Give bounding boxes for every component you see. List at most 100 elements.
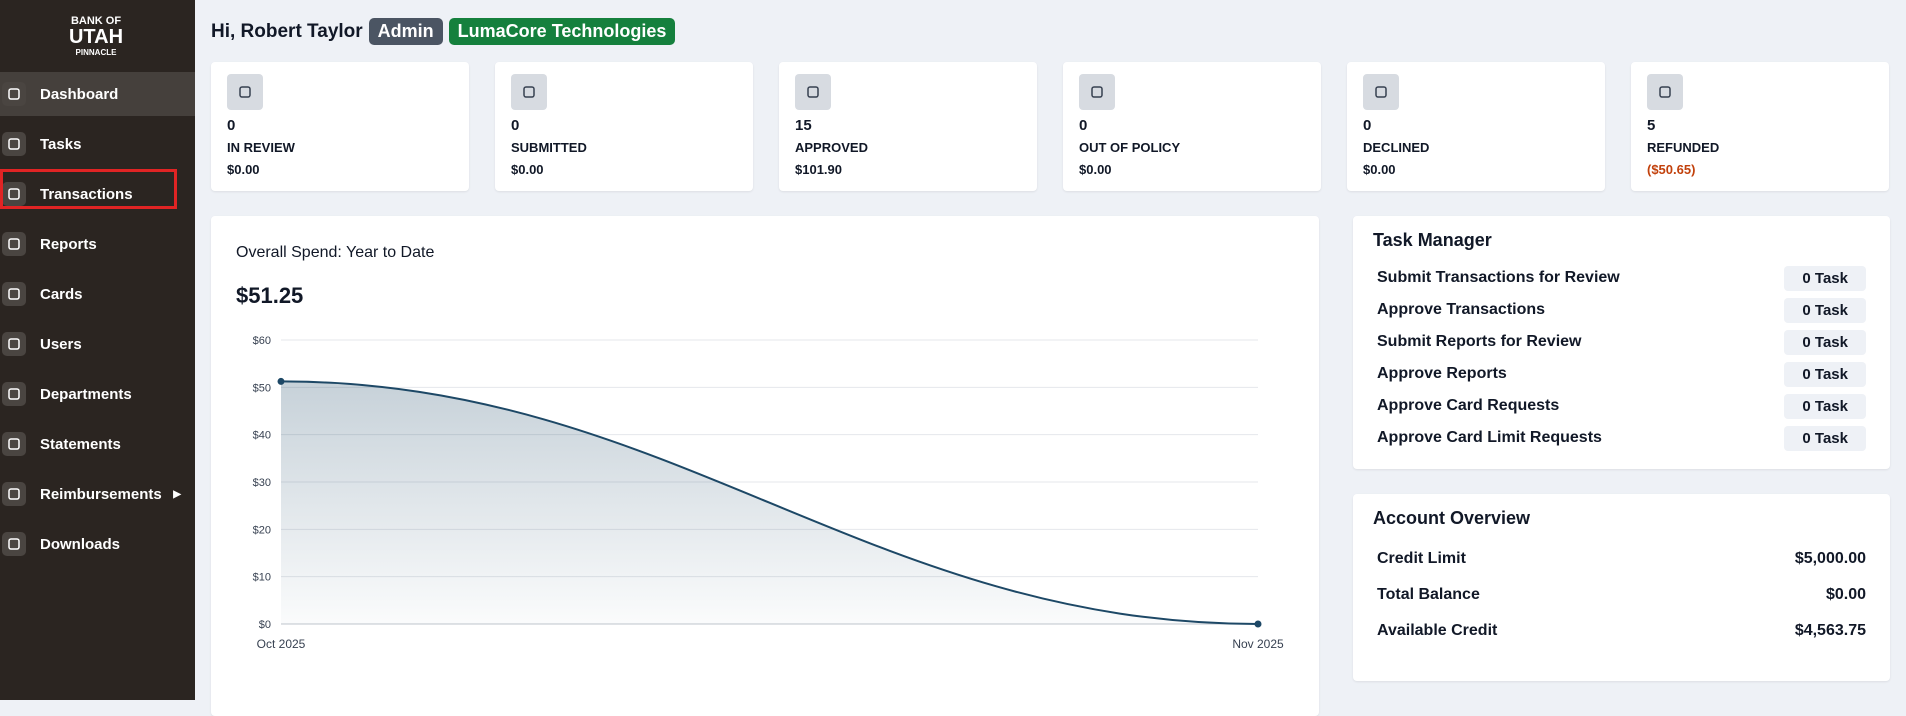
task-label: Approve Card Requests [1377, 397, 1560, 414]
nav-item[interactable]: Reimbursements ▶ [0, 472, 195, 516]
icon [8, 238, 20, 250]
stat-card[interactable]: 15 APPROVED $101.90 [779, 62, 1037, 191]
x-tick-label: Nov 2025 [1232, 637, 1284, 651]
icon [8, 138, 20, 150]
account-value: $5,000.00 [1794, 550, 1866, 567]
stat-label: IN REVIEW [227, 140, 295, 155]
nav-label: Departments [40, 385, 132, 403]
highlight-box [0, 169, 177, 209]
task-count: 0 Task [1784, 361, 1866, 387]
stat-icon [1647, 74, 1683, 110]
account-overview: Account Overview Credit Limit $5,000.00 To… [1353, 494, 1890, 681]
task-manager: Task Manager Submit Transactions for Rev… [1353, 216, 1890, 469]
icon [8, 338, 20, 350]
chart-total: $51.25 [236, 283, 303, 308]
icon-shape [8, 288, 20, 300]
nav-item[interactable]: Users [0, 322, 195, 366]
stat-card[interactable]: 0 OUT OF POLICY $0.00 [1063, 62, 1321, 191]
icon-shape [239, 86, 251, 98]
stat-card[interactable]: 5 REFUNDED ($50.65) [1631, 62, 1889, 191]
sidebar: BANK OF UTAH PINNACLE Dashboard Tasks Tran… [0, 0, 195, 700]
icon-shape [1091, 86, 1103, 98]
y-tick-label: $0 [259, 619, 271, 631]
stat-card[interactable]: 0 DECLINED $0.00 [1347, 62, 1605, 191]
account-label: Available Credit [1377, 622, 1498, 639]
nav-label: Reimbursements [40, 485, 162, 503]
task-row[interactable]: Approve Transactions 0 Task [1377, 297, 1866, 323]
icon [1375, 86, 1387, 98]
nav-icon [2, 382, 26, 406]
role-badge: Admin [368, 18, 443, 45]
task-row[interactable]: Submit Transactions for Review 0 Task [1377, 265, 1866, 291]
nav-item[interactable]: Transactions [0, 172, 195, 216]
y-tick-label: $40 [253, 430, 271, 442]
stat-icon [1079, 74, 1115, 110]
y-tick-label: $20 [253, 524, 271, 536]
task-row[interactable]: Approve Card Limit Requests 0 Task [1377, 425, 1866, 451]
icon-shape [8, 388, 20, 400]
nav-label: Reports [40, 235, 97, 253]
account-row: Credit Limit $5,000.00 [1377, 546, 1866, 572]
stat-amount: ($50.65) [1647, 162, 1696, 177]
icon [8, 288, 20, 300]
stat-amount: $0.00 [1363, 162, 1396, 177]
nav-item[interactable]: Downloads [0, 522, 195, 566]
icon-shape [1659, 86, 1671, 98]
account-row: Available Credit $4,563.75 [1377, 618, 1866, 644]
stat-amount: $0.00 [511, 162, 544, 177]
point [277, 377, 285, 385]
icon [239, 86, 251, 98]
stat-count: 0 [1363, 117, 1372, 134]
nav-item[interactable]: Cards [0, 272, 195, 316]
stat-count: 15 [795, 117, 812, 134]
stat-card[interactable]: 0 SUBMITTED $0.00 [495, 62, 753, 191]
nav-item[interactable]: Dashboard [0, 72, 195, 116]
icon [807, 86, 819, 98]
icon [8, 488, 20, 500]
icon-shape [8, 188, 20, 200]
stat-icon [227, 74, 263, 110]
logo[interactable]: BANK OF UTAH PINNACLE [56, 16, 136, 57]
point [1254, 620, 1262, 628]
task-row[interactable]: Submit Reports for Review 0 Task [1377, 329, 1866, 355]
nav-label: Users [40, 335, 82, 353]
nav-item[interactable]: Reports [0, 222, 195, 266]
account-label: Total Balance [1377, 586, 1480, 603]
task-count: 0 Task [1784, 425, 1866, 451]
account-label: Credit Limit [1377, 550, 1466, 567]
nav-icon [2, 132, 26, 156]
task-row[interactable]: Approve Reports 0 Task [1377, 361, 1866, 387]
icon [8, 188, 20, 200]
nav-item[interactable]: Tasks [0, 122, 195, 166]
nav-icon [2, 182, 26, 206]
icon [8, 438, 20, 450]
icon-shape [1375, 86, 1387, 98]
line [280, 380, 1259, 625]
stat-label: APPROVED [795, 140, 868, 155]
icon-shape [8, 338, 20, 350]
stat-count: 0 [511, 117, 520, 134]
nav-label: Dashboard [40, 85, 119, 103]
nav-item[interactable]: Departments [0, 372, 195, 416]
nav-label: Cards [40, 285, 83, 303]
task-count: 0 Task [1784, 265, 1866, 291]
y-tick-label: $60 [253, 335, 271, 347]
nav-icon [2, 332, 26, 356]
icon [8, 538, 20, 550]
y-tick-label: $50 [253, 382, 271, 394]
task-row[interactable]: Approve Card Requests 0 Task [1377, 393, 1866, 419]
stat-icon [1363, 74, 1399, 110]
logo-line: UTAH [68, 26, 124, 48]
nav-item[interactable]: Statements [0, 422, 195, 466]
icon-shape [8, 438, 20, 450]
chart: Overall Spend: Year to Date $51.25 $0 $10 $2… [236, 244, 1284, 651]
task-label: Approve Transactions [1377, 301, 1546, 318]
stat-card[interactable]: 0 IN REVIEW $0.00 [211, 62, 469, 191]
icon [8, 388, 20, 400]
nav-icon [2, 532, 26, 556]
icon-shape [8, 238, 20, 250]
stat-count: 0 [227, 117, 236, 134]
stat-label: OUT OF POLICY [1079, 140, 1181, 155]
nav-label: Statements [40, 435, 121, 453]
